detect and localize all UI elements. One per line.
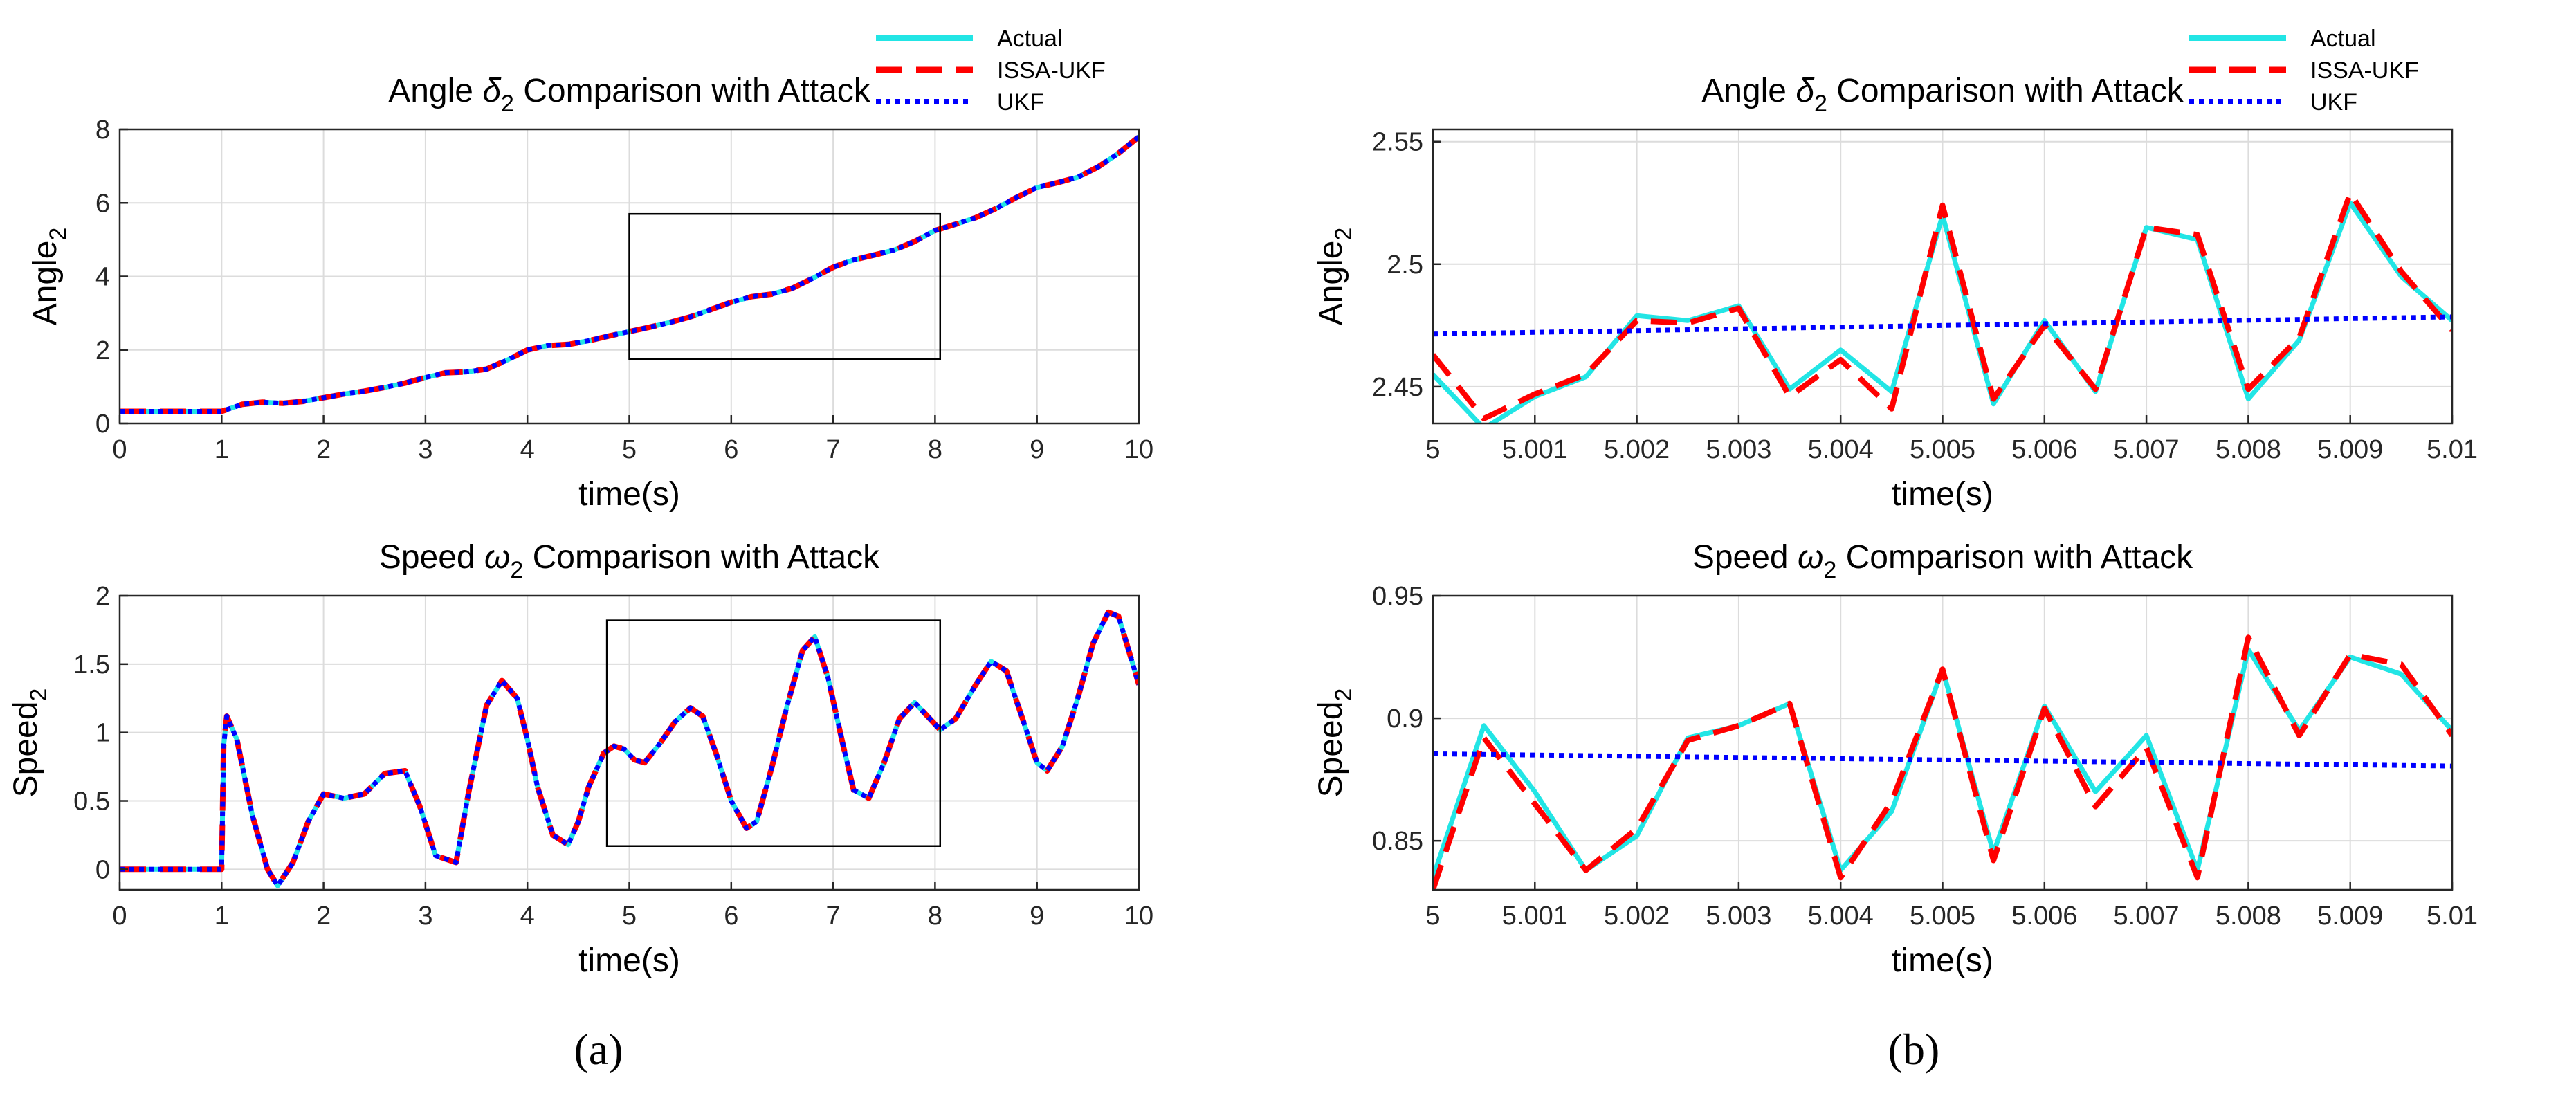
chart-a-angle-xtick-label-1: 1 bbox=[214, 435, 229, 464]
chart-a-angle-xtick-label-5: 5 bbox=[622, 435, 637, 464]
chart-a-speed-xtick-label-9: 9 bbox=[1030, 902, 1044, 931]
chart-a-speed-xtick-label-0: 0 bbox=[112, 902, 127, 931]
chart-a-speed-xtick-label-10: 10 bbox=[1124, 902, 1153, 931]
chart-b-angle-xtick-label-7: 5.007 bbox=[2114, 435, 2180, 464]
chart-b-angle-ytick-label-1: 2.5 bbox=[1387, 250, 1423, 280]
chart-a-angle-ytick-label-3: 6 bbox=[95, 189, 110, 218]
chart-b-speed-xtick-label-3: 5.003 bbox=[1706, 902, 1771, 931]
chart-b-speed-ylabel: Speed2 bbox=[1313, 688, 1357, 798]
chart-b-angle-xtick-label-3: 5.003 bbox=[1706, 435, 1771, 464]
chart-a-speed-xtick-label-6: 6 bbox=[724, 902, 738, 931]
panel-label-b: (b) bbox=[1888, 1025, 1940, 1074]
chart-b-speed-xtick-label-1: 5.001 bbox=[1502, 902, 1568, 931]
chart-a-angle-xtick-label-0: 0 bbox=[112, 435, 127, 464]
chart-a-speed-ytick-label-4: 2 bbox=[95, 582, 110, 611]
chart-b-speed-xtick-label-5: 5.005 bbox=[1910, 902, 1975, 931]
chart-b-angle-xtick-label-0: 5 bbox=[1425, 435, 1440, 464]
chart-b-speed: 5 5.001 5.002 5.003 5.004 5.005 5.006 5.007 5.00… bbox=[1313, 539, 2478, 979]
chart-a-speed-ytick-label-0: 0 bbox=[95, 855, 110, 884]
chart-a-speed-xtick-label-3: 3 bbox=[418, 902, 432, 931]
chart-a-speed-series-ukf bbox=[120, 610, 1139, 888]
chart-a-angle-xtick-label-9: 9 bbox=[1030, 435, 1044, 464]
chart-b-angle-xtick-label-1: 5.001 bbox=[1502, 435, 1568, 464]
chart-b-angle-xtick-label-5: 5.005 bbox=[1910, 435, 1975, 464]
chart-b-speed-xtick-label-10: 5.01 bbox=[2427, 902, 2478, 931]
chart-a-angle-ytick-label-1: 2 bbox=[95, 336, 110, 365]
chart-b-speed-xtick-label-6: 5.006 bbox=[2011, 902, 2077, 931]
chart-a-angle: 0 1 2 3 4 5 6 7 8 9 10 0 2 4 6 8 time(s) Angle2 Angle δ2 C… bbox=[27, 26, 1153, 513]
chart-b-speed-xtick-label-2: 5.002 bbox=[1604, 902, 1670, 931]
chart-a-speed-ylabel: Speed2 bbox=[8, 688, 52, 798]
chart-a-angle-ytick-label-2: 4 bbox=[95, 263, 110, 292]
chart-b-angle-ylabel: Angle2 bbox=[1313, 228, 1357, 326]
chart-b-speed-xtick-label-4: 5.004 bbox=[1808, 902, 1874, 931]
chart-b-angle-legend-label-2: UKF bbox=[2310, 89, 2357, 116]
chart-a-speed: 0 1 2 3 4 5 6 7 8 9 10 0 0.5 1 1.5 2 time(s) Speed2 Speed … bbox=[8, 539, 1153, 979]
chart-a-angle-xtick-label-6: 6 bbox=[724, 435, 738, 464]
chart-b-speed-title: Speed ω2 Comparison with Attack bbox=[1692, 539, 2193, 583]
chart-a-speed-zoom-box bbox=[605, 619, 942, 847]
chart-b-speed-ytick-label-1: 0.9 bbox=[1387, 704, 1423, 733]
chart-a-angle-legend-label-1: ISSA-UKF bbox=[997, 57, 1106, 84]
chart-b-angle-series-issa-ukf bbox=[1433, 190, 2452, 421]
chart-a-speed-xtick-label-7: 7 bbox=[826, 902, 841, 931]
chart-b-angle-xtick-label-8: 5.008 bbox=[2216, 435, 2281, 464]
chart-b-angle-ytick-label-2: 2.55 bbox=[1372, 128, 1423, 157]
chart-a-angle-xtick-label-10: 10 bbox=[1124, 435, 1153, 464]
chart-b-angle-xlabel: time(s) bbox=[1892, 476, 1993, 513]
chart-a-angle-legend-label-2: UKF bbox=[997, 89, 1044, 116]
chart-b-angle-xtick-label-4: 5.004 bbox=[1808, 435, 1874, 464]
panel-label-a: (a) bbox=[574, 1025, 623, 1074]
chart-a-angle-xtick-label-8: 8 bbox=[928, 435, 942, 464]
chart-b-speed-ytick-label-0: 0.85 bbox=[1372, 827, 1423, 856]
chart-a-speed-ytick-label-3: 1.5 bbox=[73, 650, 110, 679]
chart-a-speed-xtick-label-1: 1 bbox=[214, 902, 229, 931]
chart-a-angle-ylabel: Angle2 bbox=[27, 228, 71, 326]
chart-b-speed-xtick-label-0: 5 bbox=[1425, 902, 1440, 931]
chart-b-angle: 5 5.001 5.002 5.003 5.004 5.005 5.006 5.007 5.00… bbox=[1313, 26, 2478, 513]
chart-b-angle-xtick-label-6: 5.006 bbox=[2011, 435, 2077, 464]
chart-a-angle-xtick-label-4: 4 bbox=[520, 435, 535, 464]
chart-a-angle-xtick-label-3: 3 bbox=[418, 435, 432, 464]
chart-b-angle-ytick-label-0: 2.45 bbox=[1372, 373, 1423, 402]
chart-a-angle-xtick-label-2: 2 bbox=[316, 435, 331, 464]
chart-a-speed-xtick-label-5: 5 bbox=[622, 902, 637, 931]
chart-b-angle-title: Angle δ2 Comparison with Attack bbox=[1701, 73, 2184, 117]
chart-a-speed-title: Speed ω2 Comparison with Attack bbox=[379, 539, 880, 583]
chart-b-angle-xtick-label-10: 5.01 bbox=[2427, 435, 2478, 464]
chart-a-speed-xtick-label-2: 2 bbox=[316, 902, 331, 931]
chart-a-speed-xtick-label-8: 8 bbox=[928, 902, 942, 931]
chart-b-speed-xlabel: time(s) bbox=[1892, 942, 1993, 979]
chart-b-speed-xtick-label-7: 5.007 bbox=[2114, 902, 2180, 931]
chart-b-angle-legend-label-1: ISSA-UKF bbox=[2310, 57, 2419, 84]
chart-a-angle-legend: Actual ISSA-UKF UKF bbox=[876, 26, 1106, 116]
chart-a-speed-ytick-label-2: 1 bbox=[95, 719, 110, 748]
chart-a-angle-ytick-label-0: 0 bbox=[95, 410, 110, 439]
chart-a-angle-title: Angle δ2 Comparison with Attack bbox=[388, 73, 871, 117]
chart-a-speed-xlabel: time(s) bbox=[578, 942, 680, 979]
chart-b-speed-xtick-label-8: 5.008 bbox=[2216, 902, 2281, 931]
chart-a-speed-xtick-label-4: 4 bbox=[520, 902, 535, 931]
chart-b-angle-xtick-label-2: 5.002 bbox=[1604, 435, 1670, 464]
chart-a-angle-xlabel: time(s) bbox=[578, 476, 680, 513]
chart-a-angle-legend-label-0: Actual bbox=[997, 26, 1063, 52]
chart-a-angle-zoom-box bbox=[628, 212, 942, 360]
chart-a-angle-ytick-label-4: 8 bbox=[95, 116, 110, 145]
chart-b-speed-xtick-label-9: 5.009 bbox=[2317, 902, 2383, 931]
chart-b-speed-ytick-label-2: 0.95 bbox=[1372, 582, 1423, 611]
chart-a-speed-ytick-label-1: 0.5 bbox=[73, 787, 110, 816]
chart-b-angle-xtick-label-9: 5.009 bbox=[2317, 435, 2383, 464]
chart-a-angle-xtick-label-7: 7 bbox=[826, 435, 841, 464]
chart-b-angle-legend-label-0: Actual bbox=[2310, 26, 2376, 52]
chart-b-speed-series-issa-ukf bbox=[1433, 634, 2452, 890]
chart-a-angle-series-ukf bbox=[120, 134, 1139, 414]
chart-b-angle-legend: Actual ISSA-UKF UKF bbox=[2189, 26, 2419, 116]
